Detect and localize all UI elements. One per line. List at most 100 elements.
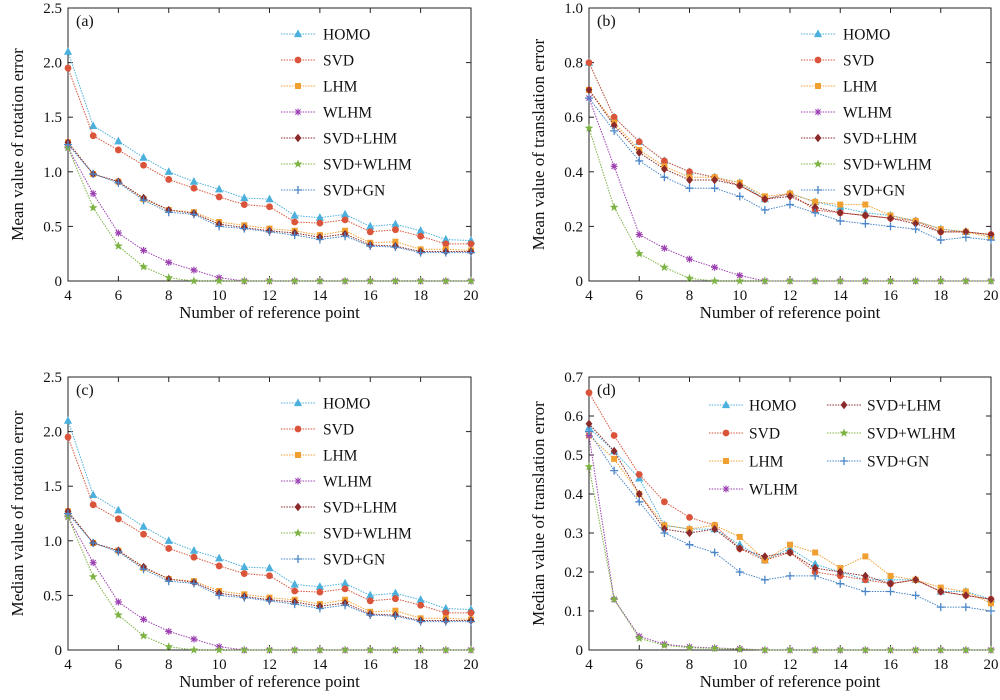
- data-point: [466, 276, 476, 285]
- data-point: [785, 544, 795, 552]
- data-point: [265, 563, 274, 572]
- data-point: [961, 233, 970, 242]
- data-point: [961, 603, 970, 612]
- data-point: [585, 419, 593, 428]
- data-point: [114, 610, 123, 619]
- data-point: [810, 276, 820, 285]
- data-point: [961, 645, 971, 654]
- data-point: [89, 169, 98, 178]
- data-point: [711, 263, 719, 271]
- data-point: [610, 432, 618, 439]
- legend-marker: [815, 83, 821, 89]
- data-point: [416, 248, 425, 257]
- y-tick-label: 0: [576, 274, 584, 290]
- series-svd-plus-wlhm: [584, 123, 996, 285]
- data-point: [290, 276, 300, 285]
- legend-label: SVD: [323, 422, 354, 439]
- data-point: [189, 546, 199, 554]
- data-point: [290, 231, 299, 240]
- data-point: [710, 276, 719, 285]
- data-point: [240, 224, 249, 233]
- data-point: [986, 645, 996, 654]
- x-tick-label: 8: [165, 657, 173, 673]
- data-point: [164, 208, 173, 217]
- data-point: [986, 276, 996, 285]
- data-point: [416, 645, 425, 654]
- data-point: [290, 645, 300, 654]
- data-point: [190, 184, 198, 192]
- data-point: [215, 193, 223, 201]
- legend-label: HOMO: [843, 27, 890, 44]
- y-tick-label: 0.7: [564, 370, 583, 386]
- data-point: [862, 201, 869, 208]
- legend-marker: [294, 56, 302, 64]
- data-point: [585, 389, 593, 396]
- x-tick-label: 6: [636, 288, 644, 304]
- data-point: [835, 645, 845, 654]
- data-point: [736, 181, 744, 190]
- legend-marker: [294, 477, 302, 485]
- data-point: [584, 462, 594, 471]
- y-tick-label: 0.8: [564, 56, 583, 72]
- x-tick-label: 20: [984, 288, 999, 304]
- y-tick-label: 0.3: [564, 526, 583, 542]
- data-point: [861, 219, 870, 228]
- data-point: [886, 575, 895, 583]
- data-point: [635, 497, 644, 506]
- legend-marker: [293, 528, 303, 537]
- data-point: [811, 203, 819, 212]
- legend-marker: [294, 502, 302, 512]
- data-point: [64, 64, 72, 72]
- data-point: [64, 140, 72, 149]
- data-point: [886, 587, 895, 596]
- data-point: [266, 572, 273, 580]
- legend-label: SVD+LHM: [843, 131, 917, 148]
- data-point: [761, 552, 769, 561]
- data-point: [886, 276, 895, 285]
- legend-marker: [722, 429, 730, 437]
- legend: HOMO SVD LHM WLHM SVD+LHM SVD+WLHM SVD+GN: [801, 27, 932, 200]
- data-point: [887, 214, 894, 223]
- data-point: [239, 276, 249, 285]
- data-point: [735, 568, 744, 576]
- legend-marker: [293, 159, 303, 168]
- data-point: [635, 156, 644, 165]
- legend-label: SVD+LHM: [323, 131, 397, 148]
- data-point: [611, 455, 618, 462]
- legend-label: SVD+WLHM: [323, 157, 412, 174]
- data-point: [912, 575, 920, 584]
- data-point: [366, 597, 374, 605]
- data-point: [760, 645, 770, 654]
- data-point: [735, 192, 744, 201]
- legend: HOMO SVD LHM WLHM SVD+LHM SVD+WLHM SVD+GN: [709, 398, 956, 499]
- data-point: [189, 177, 199, 185]
- data-point: [736, 272, 744, 280]
- data-point: [760, 276, 770, 285]
- data-point: [610, 113, 618, 121]
- data-point: [987, 236, 995, 245]
- data-point: [114, 178, 123, 187]
- data-point: [442, 609, 450, 617]
- legend-marker: [840, 457, 848, 465]
- series-homo: [63, 416, 476, 613]
- data-point: [911, 276, 920, 285]
- legend-label: SVD+WLHM: [843, 157, 932, 174]
- data-point: [686, 168, 693, 176]
- data-point: [89, 121, 98, 130]
- data-point: [140, 615, 148, 623]
- data-point: [189, 645, 199, 654]
- data-point: [89, 490, 98, 499]
- data-point: [291, 587, 299, 595]
- x-tick-label: 18: [413, 657, 428, 673]
- series-line: [67, 141, 471, 252]
- data-point: [315, 645, 325, 654]
- data-point: [660, 498, 668, 506]
- data-point: [761, 194, 769, 204]
- data-point: [442, 240, 450, 248]
- data-point: [862, 553, 869, 560]
- data-point: [164, 167, 173, 175]
- x-tick-label: 14: [833, 657, 849, 673]
- y-tick-label: 1.5: [43, 479, 62, 495]
- data-point: [786, 548, 794, 557]
- series-wlhm: [64, 513, 475, 654]
